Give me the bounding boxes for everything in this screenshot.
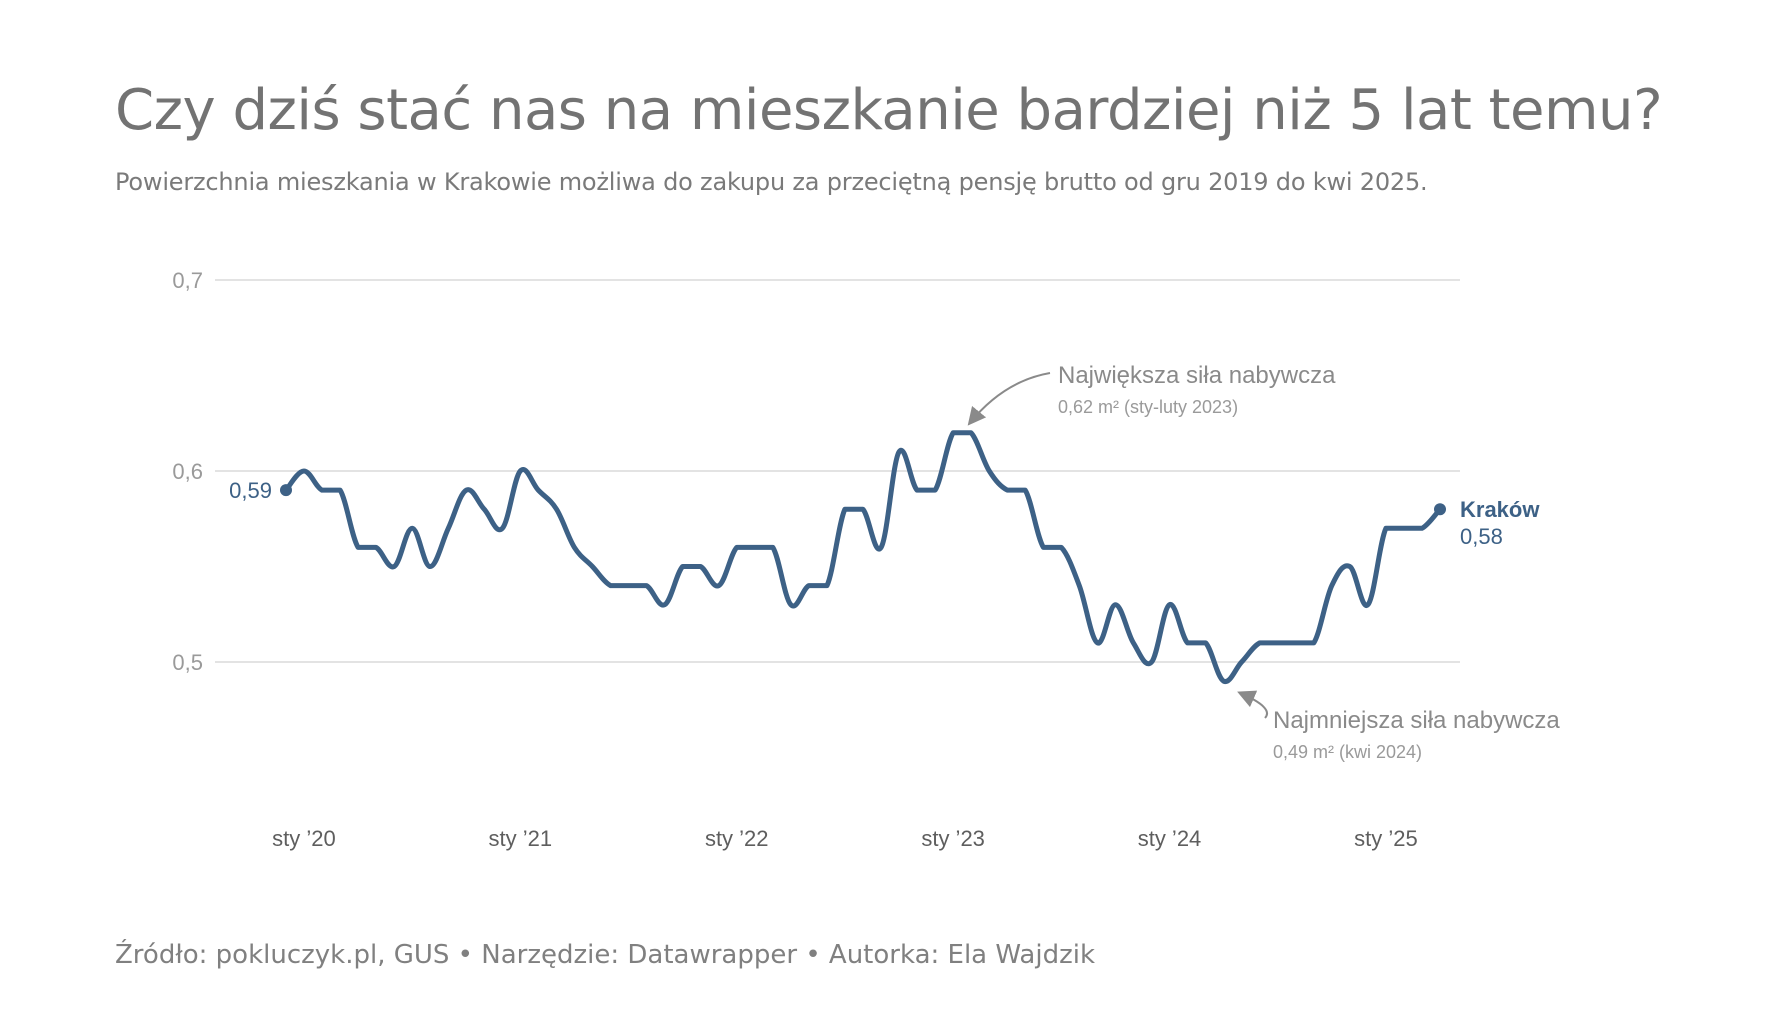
series-name-label: Kraków — [1460, 497, 1540, 522]
start-point — [280, 484, 292, 497]
chart-subtitle: Powierzchnia mieszkania w Krakowie możli… — [115, 168, 1428, 196]
annotation-min-text: 0,49 m² (kwi 2024) — [1273, 742, 1422, 762]
x-tick-label: sty ’20 — [272, 826, 336, 851]
x-tick-label: sty ’22 — [705, 826, 769, 851]
grid-lines — [215, 279, 1460, 663]
x-tick-label: sty ’21 — [489, 826, 553, 851]
x-tick-label: sty ’23 — [921, 826, 985, 851]
start-value-label: 0,59 — [229, 478, 272, 503]
annotation-max-text: 0,62 m² (sty-luty 2023) — [1058, 397, 1238, 417]
end-value-label: 0,58 — [1460, 524, 1503, 549]
annotation-max-title: Największa siła nabywcza — [1058, 362, 1336, 389]
annotation-min-arrow — [1237, 690, 1268, 719]
y-tick-label: 0,6 — [172, 459, 203, 484]
chart-title: Czy dziś stać nas na mieszkanie bardziej… — [115, 78, 1663, 143]
y-tick-label: 0,5 — [172, 650, 203, 675]
y-axis-ticks: 0,5 0,6 0,7 — [172, 268, 203, 675]
series-line-krakow — [283, 430, 1443, 684]
x-tick-label: sty ’24 — [1138, 826, 1202, 851]
annotation-min-title: Najmniejsza siła nabywcza — [1273, 707, 1560, 734]
x-tick-label: sty ’25 — [1354, 826, 1418, 851]
y-tick-label: 0,7 — [172, 268, 203, 293]
source-footer: Źródło: pokluczyk.pl, GUS • Narzędzie: D… — [115, 940, 1096, 970]
x-axis-ticks: sty ’20 sty ’21 sty ’22 sty ’23 sty ’24 sty ’… — [272, 826, 1418, 851]
annotation-max-arrow — [967, 372, 1051, 426]
end-point — [1434, 503, 1446, 516]
